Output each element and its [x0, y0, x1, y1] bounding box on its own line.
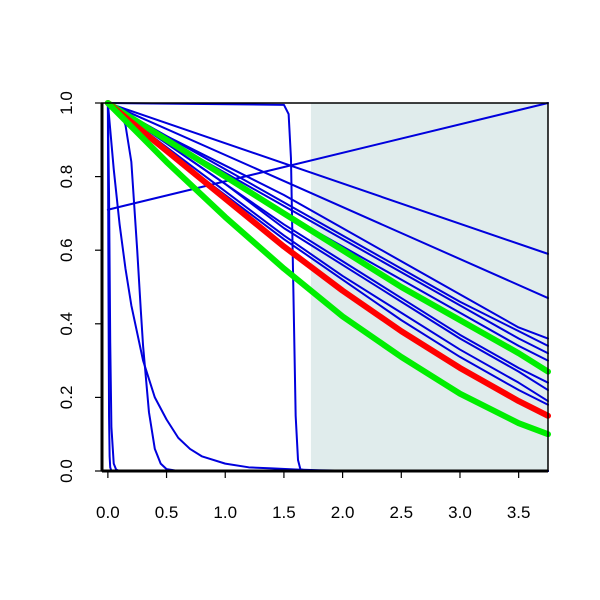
x-tick-label: 1.5 [272, 503, 296, 522]
y-tick-label: 0.2 [57, 386, 76, 410]
x-tick-label: 2.0 [331, 503, 355, 522]
y-tick-label: 0.4 [57, 312, 76, 336]
y-tick-label: 0.8 [57, 165, 76, 189]
y-tick-label: 0.6 [57, 238, 76, 262]
series-line-blue-1 [106, 102, 549, 255]
series-line-blue-9 [106, 102, 549, 392]
series-line-blue-3 [106, 102, 549, 211]
x-tick-label: 1.0 [213, 503, 237, 522]
series-line-green-19 [104, 100, 551, 438]
series-line-blue-4 [106, 102, 549, 340]
series-line-blue-5 [106, 102, 549, 347]
x-tick-label: 3.0 [448, 503, 472, 522]
series-line-blue-2 [106, 102, 549, 300]
x-tick-label: 3.5 [507, 503, 531, 522]
x-tick-label: 0.5 [155, 503, 179, 522]
shaded-region [310, 103, 548, 471]
series-line-red-18 [104, 100, 551, 419]
series-line-green-17 [104, 100, 551, 375]
y-tick-label: 0.0 [57, 459, 76, 483]
x-tick-label: 0.0 [96, 503, 120, 522]
y-tick-label: 1.0 [57, 91, 76, 115]
series-line-blue-10 [106, 102, 549, 403]
x-tick-label: 2.5 [389, 503, 413, 522]
